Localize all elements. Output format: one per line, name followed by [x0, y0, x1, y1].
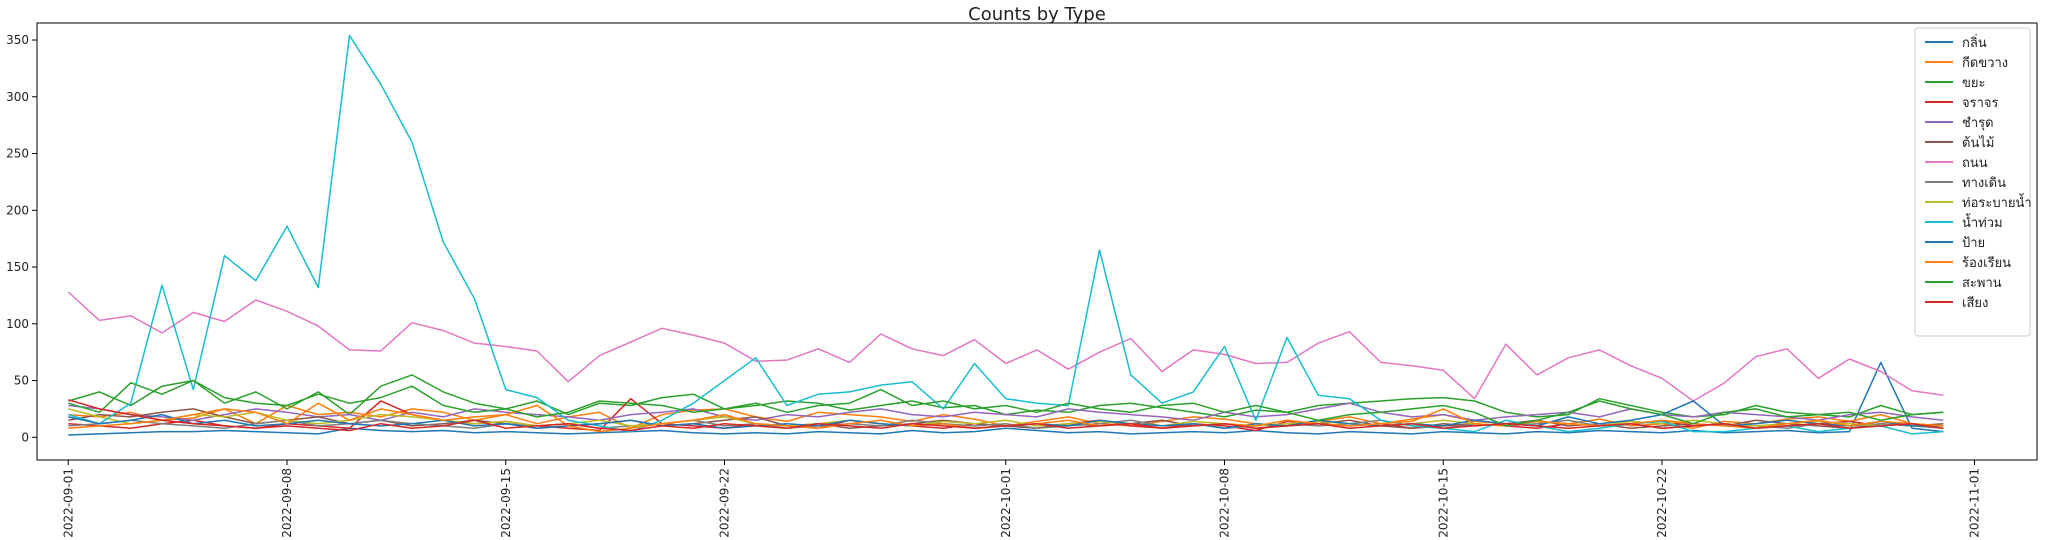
- legend-entry: ต้นไม้: [1925, 135, 1994, 151]
- x-tick-label: 2022-09-08: [280, 468, 294, 538]
- chart-title: Counts by Type: [968, 4, 1106, 25]
- legend-entry: ทางเดิน: [1925, 176, 2006, 191]
- x-tick-label: 2022-10-15: [1436, 468, 1450, 538]
- legend-label: ท่อระบายน้ำ: [1962, 193, 2032, 211]
- legend-entry: ขยะ: [1925, 76, 1986, 91]
- series-line-9: [68, 34, 1944, 435]
- legend-label: สะพาน: [1962, 276, 2002, 291]
- legend-label: ขยะ: [1962, 76, 1986, 91]
- series-line-13: [68, 399, 1944, 432]
- x-tick-label: 2022-10-08: [1218, 468, 1232, 538]
- plot-area-frame: [36, 22, 2038, 461]
- legend-items: กลิ่นกีดขวางขยะจราจรชำรุดต้นไม้ถนนทางเดิ…: [1925, 34, 2032, 311]
- x-tick-label: 2022-10-22: [1655, 468, 1669, 538]
- legend-label: ทางเดิน: [1962, 176, 2006, 191]
- legend-label: ต้นไม้: [1962, 135, 1994, 151]
- y-tick-label: 150: [6, 260, 29, 274]
- y-axis: 0 50 100 150 200 250 300 350: [6, 33, 37, 444]
- y-tick-label: 200: [6, 203, 29, 217]
- series-line-0: [68, 361, 1944, 436]
- legend-frame: [1914, 27, 2031, 337]
- legend-entry: เสียง: [1925, 295, 1988, 311]
- legend-entry: ถนน: [1925, 156, 1988, 171]
- legend-entry: กลิ่น: [1925, 34, 1987, 51]
- y-tick-label: 50: [14, 374, 29, 388]
- y-tick-label: 100: [6, 317, 29, 331]
- legend-label: น้ำท่วม: [1962, 213, 2003, 231]
- legend-entry: ป้าย: [1925, 236, 1985, 251]
- legend-entry: กีดขวาง: [1925, 55, 2008, 71]
- x-axis: 2022-09-01 2022-09-08 2022-09-15 2022-09-22…: [61, 460, 1982, 538]
- legend-entry: จราจร: [1925, 96, 1999, 111]
- legend-entry: น้ำท่วม: [1925, 213, 2003, 231]
- x-tick-label: 2022-09-01: [61, 468, 75, 538]
- legend-label: จราจร: [1962, 96, 1999, 111]
- series-line-1: [68, 404, 1944, 429]
- x-tick-label: 2022-11-01: [1968, 468, 1982, 538]
- legend-label: ร้องเรียน: [1962, 255, 2011, 271]
- legend-entry: ท่อระบายน้ำ: [1925, 193, 2032, 211]
- legend: กลิ่นกีดขวางขยะจราจรชำรุดต้นไม้ถนนทางเดิ…: [1914, 27, 2032, 337]
- x-tick-label: 2022-09-22: [718, 468, 732, 538]
- y-tick-label: 350: [6, 33, 29, 47]
- x-tick-label: 2022-10-01: [999, 468, 1013, 538]
- legend-label: กีดขวาง: [1962, 55, 2008, 71]
- series-layer: [67, 34, 1944, 436]
- series-line-12: [68, 379, 1944, 427]
- y-tick-label: 250: [6, 147, 29, 161]
- legend-label: ชำรุด: [1962, 116, 1994, 131]
- legend-label: กลิ่น: [1962, 34, 1987, 51]
- series-line-8: [68, 408, 1944, 427]
- x-tick-label: 2022-09-15: [499, 468, 513, 538]
- legend-entry: สะพาน: [1925, 276, 2002, 291]
- series-line-2: [68, 374, 1944, 418]
- y-tick-label: 300: [6, 90, 29, 104]
- series-line-6: [67, 291, 1944, 402]
- legend-label: ถนน: [1962, 156, 1988, 171]
- legend-entry: ร้องเรียน: [1925, 255, 2011, 271]
- legend-entry: ชำรุด: [1925, 116, 1994, 131]
- legend-label: เสียง: [1962, 295, 1988, 311]
- legend-label: ป้าย: [1962, 236, 1985, 251]
- y-tick-label: 0: [21, 430, 29, 444]
